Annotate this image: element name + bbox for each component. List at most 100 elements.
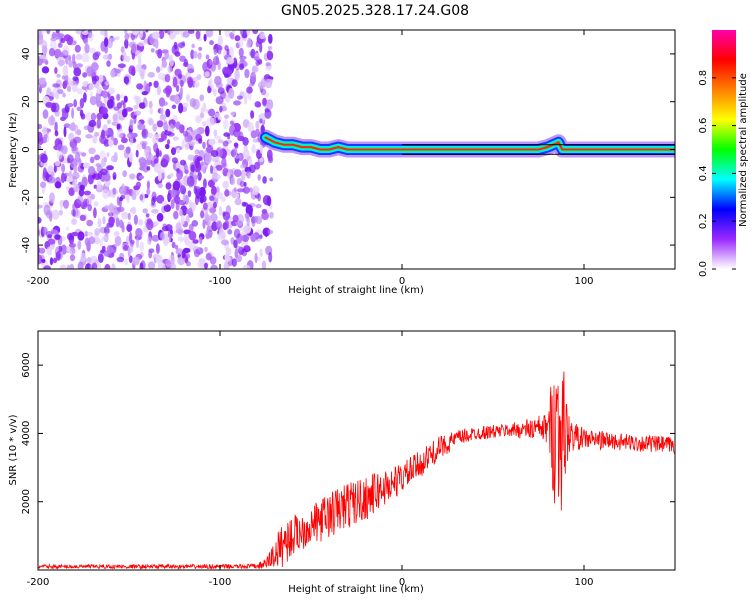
noise-speckle <box>96 118 102 129</box>
noise-speckle <box>117 144 125 151</box>
noise-speckle <box>54 67 58 74</box>
noise-speckle <box>93 207 97 219</box>
noise-speckle <box>147 261 156 269</box>
noise-speckle <box>209 40 214 46</box>
noise-speckle <box>86 196 92 207</box>
noise-speckle <box>124 55 131 63</box>
noise-speckle <box>214 135 222 140</box>
noise-speckle <box>134 110 141 116</box>
noise-speckle <box>224 30 231 38</box>
noise-speckle <box>170 199 175 210</box>
noise-speckle <box>83 162 91 169</box>
noise-speckle <box>138 55 142 67</box>
noise-speckle <box>62 92 66 98</box>
noise-speckle <box>146 187 151 196</box>
noise-speckle <box>250 130 258 139</box>
noise-speckle <box>76 196 84 205</box>
noise-speckle <box>67 78 72 85</box>
noise-speckle <box>210 118 217 125</box>
noise-speckle <box>84 237 90 247</box>
snr-xtick-label: -200 <box>27 577 50 588</box>
noise-speckle <box>233 239 238 249</box>
noise-speckle <box>61 75 66 80</box>
noise-speckle <box>144 159 153 165</box>
noise-speckle <box>246 86 253 94</box>
noise-speckle <box>250 71 257 83</box>
noise-speckle <box>171 104 177 110</box>
noise-speckle <box>215 45 223 52</box>
noise-speckle <box>204 71 210 78</box>
spectrogram-xtick-label: -200 <box>27 276 50 287</box>
noise-speckle <box>165 108 171 118</box>
noise-speckle <box>155 133 161 139</box>
noise-speckle <box>86 66 94 77</box>
noise-speckle <box>110 69 116 78</box>
noise-speckle <box>139 241 145 252</box>
noise-speckle <box>107 246 114 254</box>
noise-speckle <box>101 235 108 241</box>
noise-speckle <box>150 48 155 53</box>
spectrogram-ridge <box>257 129 675 158</box>
noise-speckle <box>88 166 96 176</box>
noise-speckle <box>186 76 194 86</box>
noise-speckle <box>174 244 179 250</box>
noise-speckle <box>243 95 248 105</box>
noise-speckle <box>204 246 208 253</box>
noise-speckle <box>208 77 213 88</box>
noise-speckle <box>251 144 256 154</box>
noise-speckle <box>144 149 150 158</box>
noise-speckle <box>246 30 251 36</box>
spectrogram-noise <box>38 30 274 269</box>
noise-speckle <box>233 148 238 156</box>
noise-speckle <box>63 172 70 177</box>
noise-speckle <box>233 142 239 148</box>
noise-speckle <box>102 107 108 115</box>
noise-speckle <box>177 42 186 48</box>
noise-speckle <box>226 56 235 65</box>
noise-speckle <box>157 170 162 182</box>
noise-speckle <box>43 204 51 216</box>
noise-speckle <box>79 214 86 221</box>
noise-speckle <box>58 59 65 66</box>
noise-speckle <box>239 30 243 36</box>
noise-speckle <box>58 209 64 216</box>
noise-speckle <box>43 133 48 140</box>
noise-speckle <box>185 215 190 224</box>
noise-speckle <box>61 163 66 173</box>
noise-speckle <box>74 44 81 53</box>
noise-speckle <box>260 78 266 88</box>
noise-speckle <box>56 73 61 78</box>
noise-speckle <box>233 154 241 159</box>
noise-speckle <box>171 241 176 249</box>
noise-speckle <box>168 54 173 62</box>
spectrogram-ylabel: Frequency (Hz) <box>8 112 19 188</box>
colorbar-label: Normalized spectral amplitude <box>738 73 749 227</box>
noise-speckle <box>180 179 185 184</box>
noise-speckle <box>113 231 120 237</box>
noise-speckle <box>175 222 182 233</box>
noise-speckle <box>211 185 217 196</box>
noise-speckle <box>103 156 108 163</box>
noise-speckle <box>122 170 128 178</box>
spectrogram-y-ticks: -40 -20 0 20 40 <box>21 48 675 253</box>
noise-speckle <box>168 194 173 200</box>
colorbar: 0.0 0.2 0.4 0.6 0.8 Normalized spectral ampl… <box>698 30 749 277</box>
spectrogram-x-ticks: -200 -100 0 100 <box>27 30 594 287</box>
snr-ytick-label: 4000 <box>21 421 32 446</box>
noise-speckle <box>153 163 162 173</box>
noise-speckle <box>121 137 128 144</box>
noise-speckle <box>217 49 222 55</box>
noise-speckle <box>119 94 125 99</box>
noise-speckle <box>135 227 143 238</box>
noise-speckle <box>261 260 267 269</box>
noise-speckle <box>68 55 72 61</box>
noise-speckle <box>43 265 51 269</box>
noise-speckle <box>106 152 110 158</box>
noise-speckle <box>171 254 175 265</box>
noise-speckle <box>219 105 223 113</box>
noise-speckle <box>97 218 102 228</box>
noise-speckle <box>131 206 137 215</box>
noise-speckle <box>137 123 146 130</box>
noise-speckle <box>262 97 267 106</box>
noise-speckle <box>189 98 196 108</box>
